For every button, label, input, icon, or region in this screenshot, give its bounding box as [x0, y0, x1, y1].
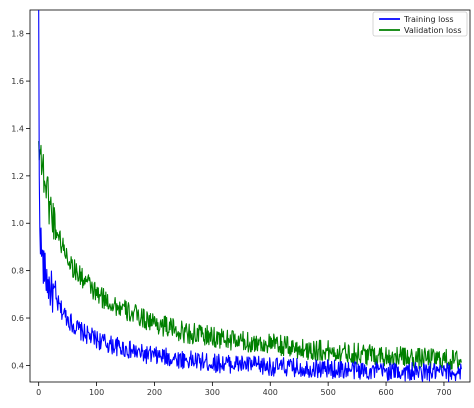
plot-area	[29, 9, 471, 383]
y-tick-label: 1.2	[11, 172, 24, 181]
y-tick-label: 1.8	[11, 30, 24, 39]
x-tick-label: 0	[36, 388, 41, 397]
x-tick-label: 200	[147, 388, 162, 397]
x-tick-label: 300	[205, 388, 220, 397]
x-tick-label: 100	[89, 388, 104, 397]
series-line-training-loss	[38, 10, 462, 382]
y-tick-label: 0.4	[11, 361, 24, 370]
x-tick-label: 600	[378, 388, 393, 397]
y-axis: 0.4 0.6 0.8 1.0 1.2 1.4 1.6 1.8	[11, 30, 30, 370]
y-tick-label: 1.6	[11, 77, 24, 86]
x-axis: 0 100 200 300 400 500 600 700	[36, 382, 452, 397]
x-tick-label: 400	[263, 388, 278, 397]
legend-label-validation: Validation loss	[404, 26, 462, 35]
legend: Training loss Validation loss	[372, 11, 468, 37]
y-tick-label: 1.4	[11, 124, 24, 133]
x-tick-label: 700	[436, 388, 451, 397]
series-line-validation-loss	[38, 141, 462, 371]
legend-label-training: Training loss	[403, 15, 454, 24]
y-tick-label: 0.8	[11, 267, 24, 276]
x-tick-label: 500	[321, 388, 336, 397]
y-tick-label: 0.6	[11, 314, 24, 323]
series-layer	[38, 10, 462, 382]
y-tick-label: 1.0	[11, 219, 24, 228]
